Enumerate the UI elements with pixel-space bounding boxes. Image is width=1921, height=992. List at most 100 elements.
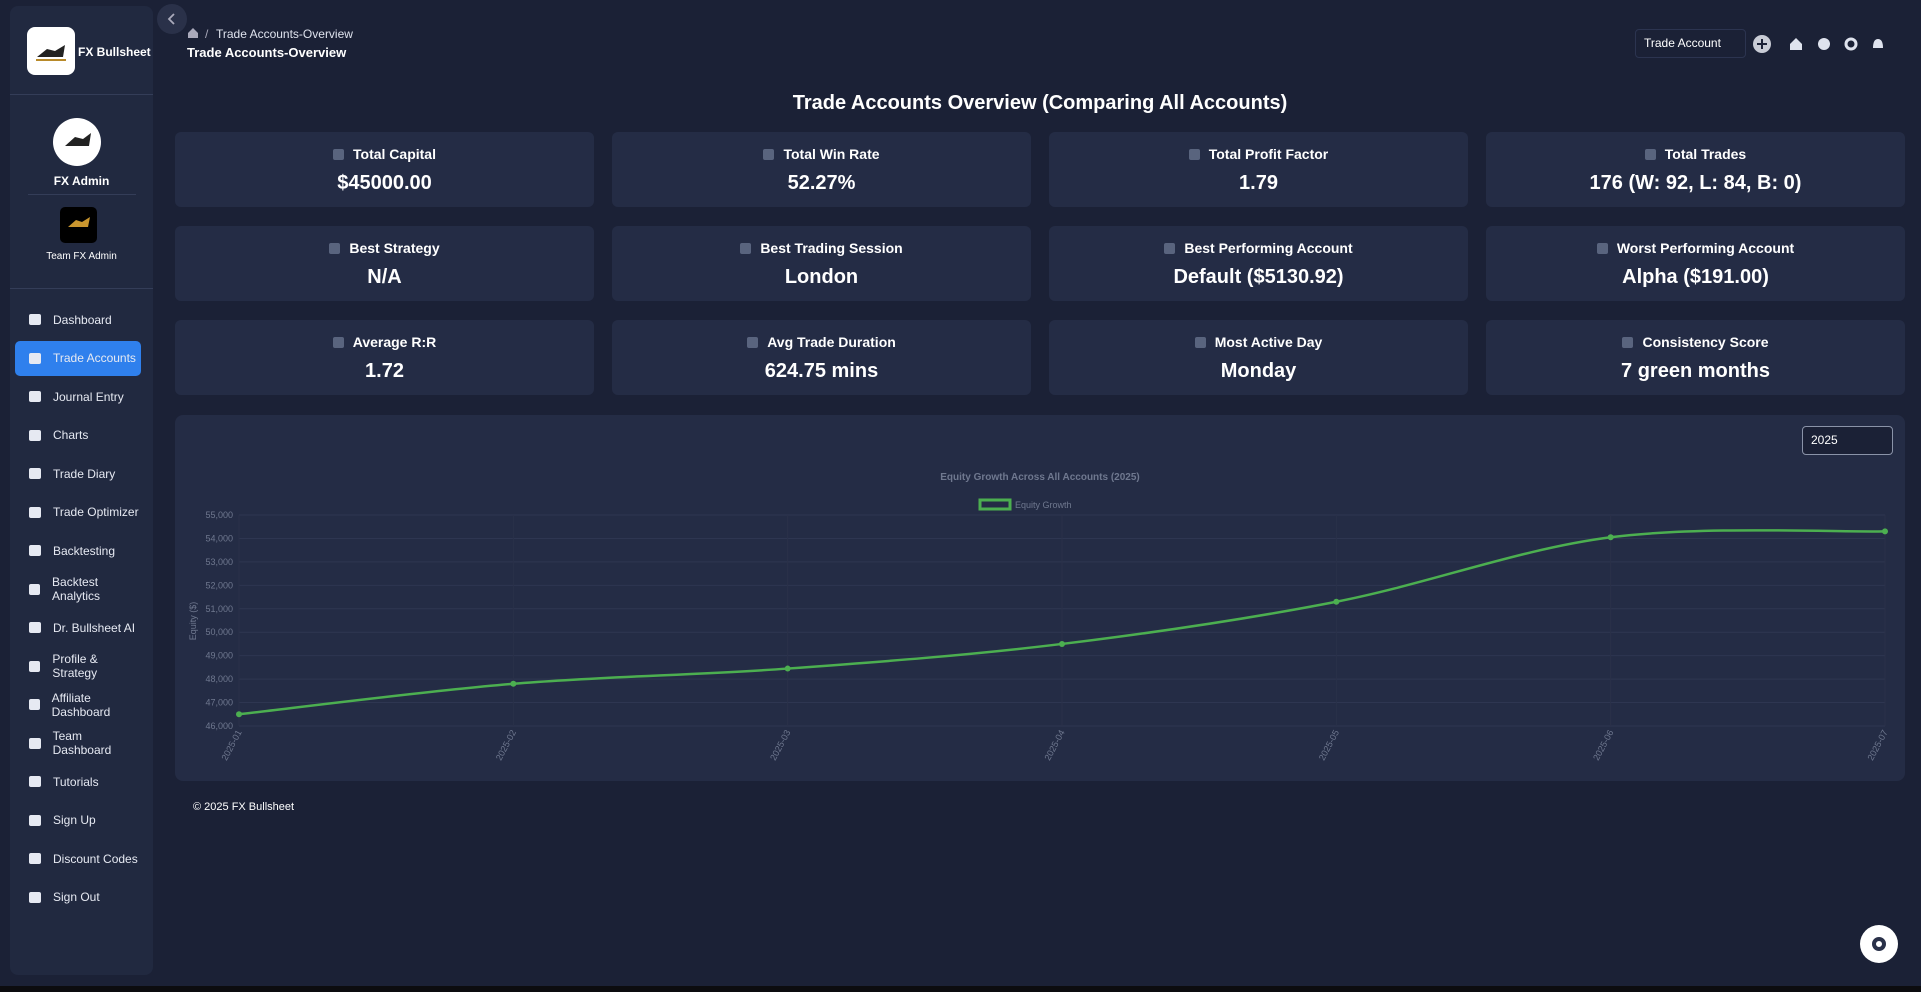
menu-item[interactable]: Tutorials [15,764,141,799]
breadcrumb[interactable]: Trade Accounts-Overview [216,27,353,41]
menu-item[interactable]: Trade Accounts [15,340,141,376]
settings-icon[interactable] [1844,37,1858,51]
y-tick-label: 50,000 [205,627,233,637]
card-label-text: Best Strategy [349,240,440,256]
menu-item[interactable]: Trade Optimizer [15,495,141,530]
card-label-text: Worst Performing Account [1616,240,1795,256]
menu-icon [29,814,41,826]
menu-label: Backtesting [53,543,116,558]
data-point [510,680,517,687]
collapse-icon [167,13,175,25]
card-icon [333,149,345,160]
account-select[interactable]: Trade Account [1635,29,1746,58]
menu-item[interactable]: Team Dashboard [15,726,141,761]
menu-item[interactable]: Backtest Analytics [15,572,141,607]
legend-label: Equity Growth [1015,500,1072,510]
data-point [1333,598,1340,605]
menu-item[interactable]: Sign Up [15,803,141,838]
card-icon [763,149,775,160]
card-label-text: Avg Trade Duration [767,334,896,350]
header-title: Trade Accounts-Overview [187,45,347,60]
menu-item[interactable]: Affiliate Dashboard [15,687,141,722]
card-value: 1.72 [365,360,404,382]
card-label-text: Best Performing Account [1184,240,1353,256]
menu-item[interactable]: Dr. Bullsheet AI [15,610,141,645]
menu-item[interactable]: Charts [15,418,141,453]
card-label: Average R:R [175,334,594,350]
page-title: Trade Accounts Overview (Comparing All A… [792,92,1288,114]
card-icon [329,243,341,254]
card-label: Most Active Day [1049,334,1468,350]
menu-icon [29,660,41,672]
stat-card: Best Performing Account Default ($5130.92… [1049,226,1468,301]
divider [10,288,153,289]
collapse-button[interactable] [157,4,187,34]
card-label: Avg Trade Duration [612,334,1031,350]
logo-art [36,45,66,61]
menu-icon [29,891,41,903]
menu-label: Profile & Strategy [52,652,98,680]
card-label-text: Total Capital [353,146,436,162]
home-icon[interactable] [187,27,199,39]
x-tick-label: 2025-05 [1317,728,1341,762]
y-tick-label: 53,000 [205,557,233,567]
chart-title: Equity Growth Across All Accounts (2025) [940,472,1139,483]
account-icon[interactable] [1818,38,1830,50]
stat-card: Best Trading Session London [612,226,1031,301]
menu-item[interactable]: Trade Diary [15,456,141,491]
data-point [784,665,791,672]
data-point [236,711,242,718]
legend-swatch [978,498,1012,511]
menu-label: Team Dashboard [52,729,112,757]
user-name: FX Admin [53,174,110,188]
team-name: Team FX Admin [46,251,117,262]
x-tick-label: 2025-04 [1042,728,1066,762]
menu-item[interactable]: Discount Codes [15,841,141,876]
menu-item[interactable]: Sign Out [15,880,141,915]
floating-settings[interactable] [1859,924,1899,964]
menu-item[interactable]: Dashboard [15,302,141,337]
y-tick-label: 46,000 [205,721,233,731]
home-icon[interactable] [1790,38,1802,50]
menu-icon [29,314,41,325]
card-value: 7 green months [1621,360,1770,382]
y-tick-label: 48,000 [205,674,233,684]
add-button[interactable] [1752,34,1772,54]
stat-card: Worst Performing Account Alpha ($191.00) [1486,226,1905,301]
stat-card: Best Strategy N/A [175,226,594,301]
card-icon [740,243,752,254]
x-tick-label: 2025-07 [1865,728,1889,762]
team-logo[interactable] [60,207,97,243]
user-avatar[interactable] [53,118,101,166]
card-icon [1164,243,1176,254]
card-icon [1188,149,1200,160]
menu-icon [29,853,41,864]
card-label: Best Trading Session [612,240,1031,256]
card-icon [1596,243,1608,254]
card-value: N/A [367,266,402,288]
menu-icon [29,545,41,556]
brand-logo[interactable] [27,27,75,75]
card-value: 176 (W: 92, L: 84, B: 0) [1589,172,1802,194]
menu-item[interactable]: Profile & Strategy [15,649,141,684]
menu-label: Tutorials [53,774,99,789]
year-select[interactable]: 2025 [1802,426,1893,455]
card-value: London [784,266,859,288]
card-icon [747,337,759,348]
card-label: Worst Performing Account [1486,240,1905,256]
card-label-text: Consistency Score [1642,334,1769,350]
menu-icon [29,506,41,518]
card-icon [332,337,344,348]
menu-item[interactable]: Journal Entry [15,379,141,414]
y-tick-label: 49,000 [205,651,233,661]
stat-card: Consistency Score 7 green months [1486,320,1905,395]
x-tick-label: 2025-03 [768,728,792,762]
menu-label: Trade Optimizer [53,505,139,519]
menu-item[interactable]: Backtesting [15,533,141,568]
stat-card: Total Capital $45000.00 [175,132,594,207]
notification-icon[interactable] [1873,39,1883,48]
footer: © 2025 FX Bullsheet [193,801,295,813]
stat-card: Total Win Rate 52.27% [612,132,1031,207]
card-value: Default ($5130.92) [1173,266,1344,288]
